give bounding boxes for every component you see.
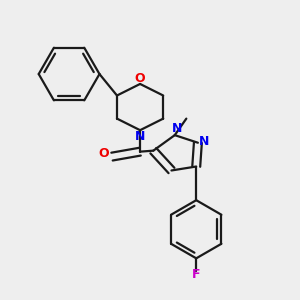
Text: N: N — [199, 135, 210, 148]
Text: N: N — [172, 122, 183, 135]
Text: O: O — [135, 71, 146, 85]
Text: O: O — [98, 148, 109, 160]
Text: F: F — [192, 268, 200, 281]
Text: N: N — [135, 130, 145, 142]
